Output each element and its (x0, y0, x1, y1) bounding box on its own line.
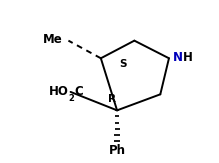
Text: H: H (183, 51, 193, 64)
Text: 2: 2 (69, 94, 75, 103)
Text: Ph: Ph (109, 144, 125, 157)
Text: R: R (108, 94, 116, 104)
Text: N: N (173, 51, 183, 64)
Text: Me: Me (43, 33, 63, 46)
Text: C: C (74, 85, 83, 98)
Text: S: S (119, 59, 127, 69)
Text: HO: HO (49, 85, 68, 98)
